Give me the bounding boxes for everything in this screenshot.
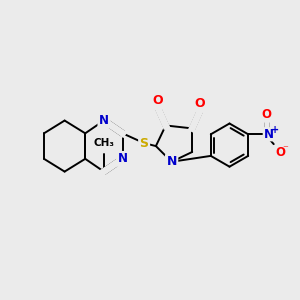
Text: N: N [264, 128, 274, 141]
Text: N: N [118, 152, 128, 165]
Text: O: O [276, 146, 286, 159]
Text: N: N [99, 114, 109, 127]
Text: CH₃: CH₃ [93, 138, 114, 148]
Text: N: N [167, 155, 177, 168]
Text: O: O [195, 98, 206, 110]
Text: O: O [152, 94, 163, 107]
Text: ⁻: ⁻ [283, 144, 288, 154]
Text: +: + [271, 125, 279, 135]
Text: S: S [140, 136, 148, 150]
Text: O: O [262, 108, 272, 121]
